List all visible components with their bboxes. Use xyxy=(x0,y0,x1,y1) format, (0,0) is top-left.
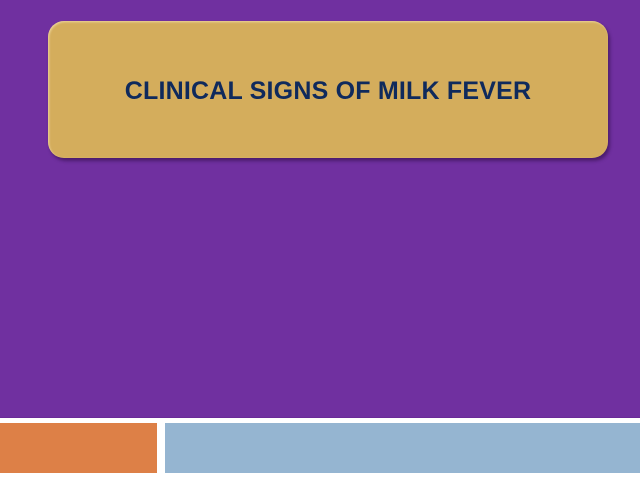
accent-bar-left xyxy=(0,423,157,473)
title-box: CLINICAL SIGNS OF MILK FEVER xyxy=(48,21,608,158)
slide-title: CLINICAL SIGNS OF MILK FEVER xyxy=(124,77,532,105)
accent-bar-right xyxy=(165,423,640,473)
